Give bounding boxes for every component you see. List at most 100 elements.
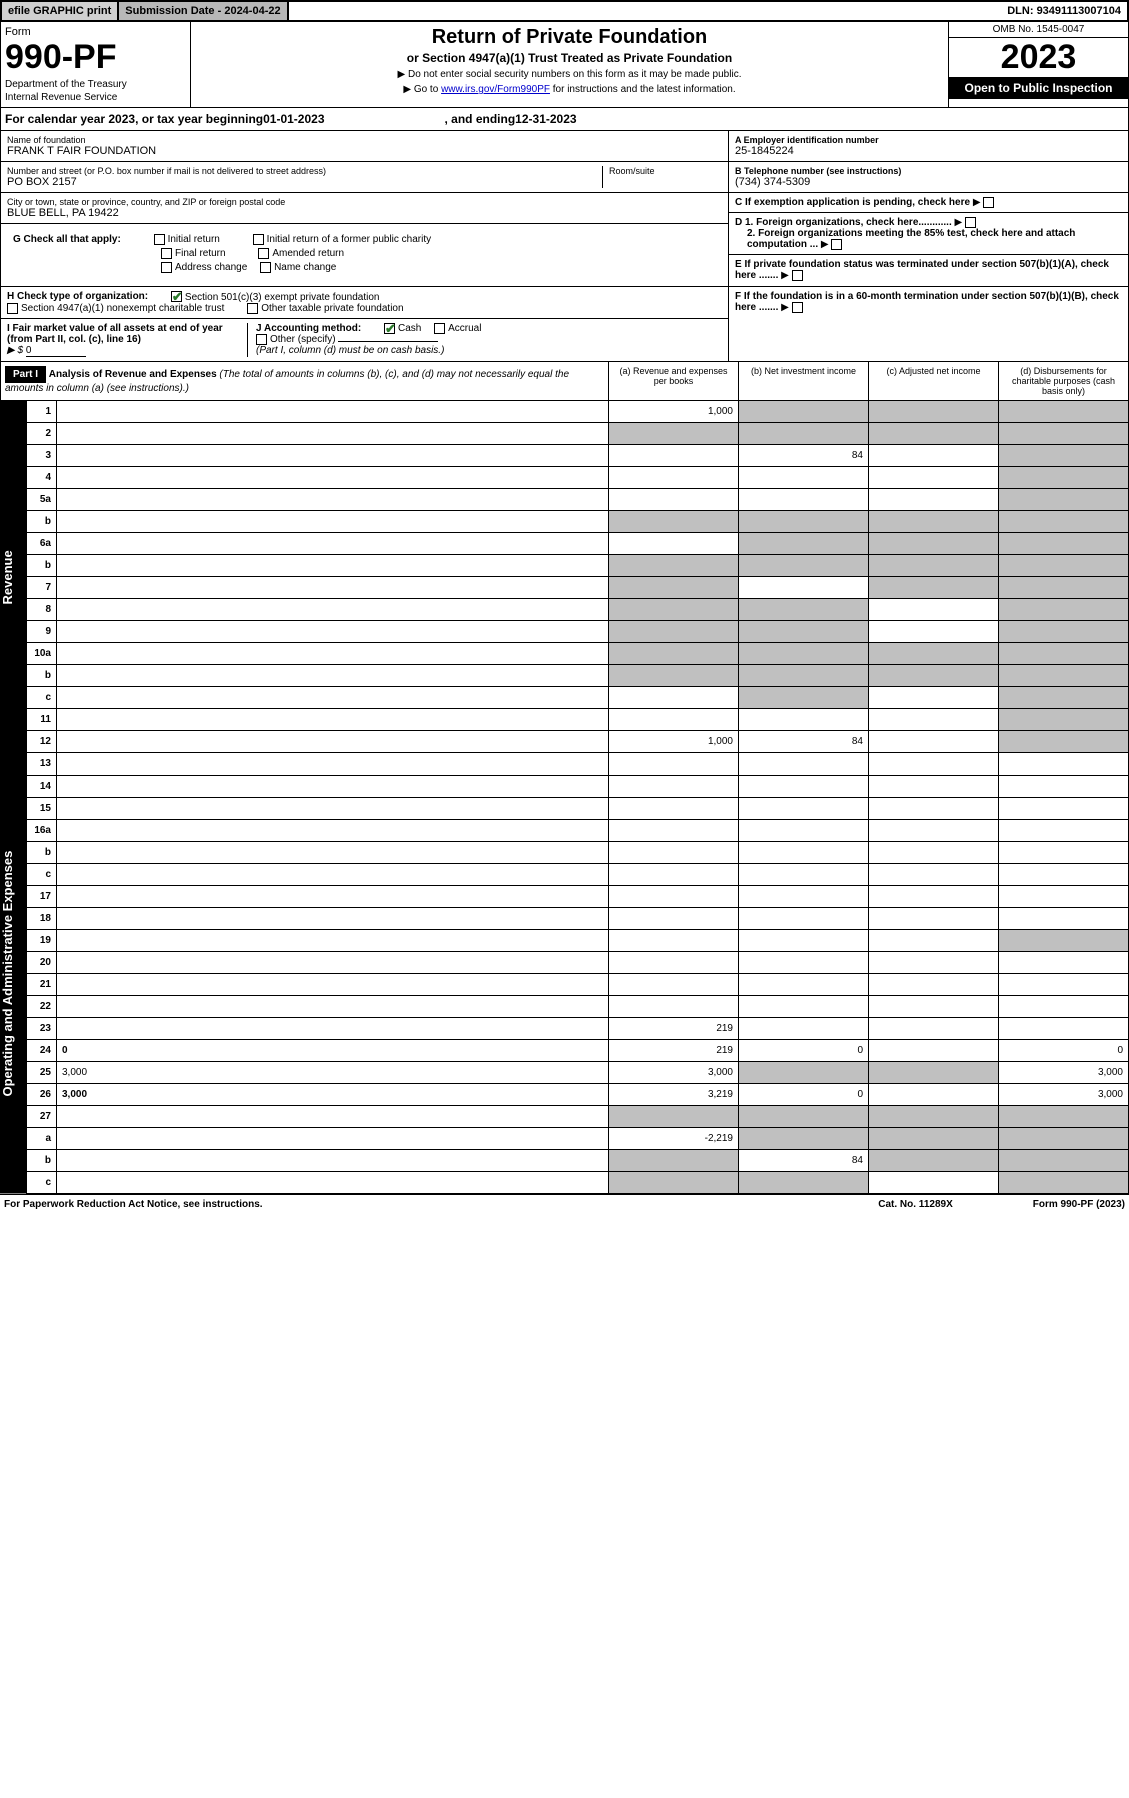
line-number: 16a	[27, 819, 57, 841]
col-a-value: 1,000	[609, 401, 739, 423]
col-c-value	[869, 841, 999, 863]
checkbox-address-change[interactable]	[161, 262, 172, 273]
checkbox-name-change[interactable]	[260, 262, 271, 273]
cat-no: Cat. No. 11289X	[878, 1199, 952, 1210]
form-number: 990-PF	[5, 38, 186, 77]
col-b-value	[739, 995, 869, 1017]
col-d-value	[999, 1017, 1129, 1039]
col-c-value	[869, 687, 999, 709]
line-description	[57, 533, 609, 555]
col-a-value	[609, 709, 739, 731]
foundation-name-cell: Name of foundation FRANK T FAIR FOUNDATI…	[1, 131, 728, 162]
col-b-value	[739, 489, 869, 511]
col-c-value	[869, 423, 999, 445]
checkbox-d1[interactable]	[965, 217, 976, 228]
col-a-value	[609, 643, 739, 665]
line-description	[57, 819, 609, 841]
line-description	[57, 445, 609, 467]
year-begin: 01-01-2023	[263, 112, 324, 126]
col-d-value	[999, 1127, 1129, 1149]
form-title-block: Return of Private Foundation or Section …	[191, 22, 948, 107]
section-d: D 1. Foreign organizations, check here..…	[729, 213, 1128, 255]
checkbox-other-method[interactable]	[256, 334, 267, 345]
line-number: 27	[27, 1105, 57, 1127]
table-row: 18	[27, 907, 1129, 929]
col-a-value	[609, 841, 739, 863]
col-c-value	[869, 929, 999, 951]
line-number: 26	[27, 1083, 57, 1105]
col-c-value	[869, 533, 999, 555]
col-c-value	[869, 1039, 999, 1061]
checkbox-f[interactable]	[792, 302, 803, 313]
col-b-value	[739, 643, 869, 665]
checkbox-cash[interactable]	[384, 323, 395, 334]
checkbox-c[interactable]	[983, 197, 994, 208]
col-a-value	[609, 599, 739, 621]
col-a-value	[609, 775, 739, 797]
col-b-value	[739, 863, 869, 885]
col-c-value	[869, 577, 999, 599]
col-c-value	[869, 467, 999, 489]
col-c-value	[869, 819, 999, 841]
expenses-label: Operating and Administrative Expenses	[0, 753, 26, 1194]
col-d-value	[999, 467, 1129, 489]
section-h: H Check type of organization: Section 50…	[1, 287, 728, 318]
col-d-value	[999, 511, 1129, 533]
line-number: 14	[27, 775, 57, 797]
line-number: c	[27, 863, 57, 885]
checkbox-accrual[interactable]	[434, 323, 445, 334]
col-c-header: (c) Adjusted net income	[868, 362, 998, 400]
table-row: b	[27, 511, 1129, 533]
col-b-value: 84	[739, 445, 869, 467]
checkbox-final-return[interactable]	[161, 248, 172, 259]
col-a-value	[609, 1171, 739, 1193]
col-d-value	[999, 489, 1129, 511]
section-f: F If the foundation is in a 60-month ter…	[729, 287, 1128, 317]
line-description	[57, 709, 609, 731]
checkbox-initial-return[interactable]	[154, 234, 165, 245]
col-d-value	[999, 885, 1129, 907]
line-number: 15	[27, 797, 57, 819]
checkbox-e[interactable]	[792, 270, 803, 281]
col-c-value	[869, 1149, 999, 1171]
table-row: 7	[27, 577, 1129, 599]
col-b-value	[739, 775, 869, 797]
section-i-j: I Fair market value of all assets at end…	[1, 319, 728, 361]
col-a-value	[609, 533, 739, 555]
line-description	[57, 995, 609, 1017]
col-b-value	[739, 973, 869, 995]
col-b-value	[739, 423, 869, 445]
revenue-label: Revenue	[0, 401, 26, 754]
line-description	[57, 577, 609, 599]
checkbox-initial-former[interactable]	[253, 234, 264, 245]
line-description	[57, 797, 609, 819]
ein-value: 25-1845224	[735, 145, 1122, 157]
omb-number: OMB No. 1545-0047	[949, 22, 1128, 38]
table-row: 24021900	[27, 1039, 1129, 1061]
form-ref: Form 990-PF (2023)	[1033, 1199, 1125, 1210]
line-number: 7	[27, 577, 57, 599]
col-b-value	[739, 1061, 869, 1083]
irs-link[interactable]: www.irs.gov/Form990PF	[441, 84, 550, 95]
checkbox-501c3[interactable]	[171, 291, 182, 302]
checkbox-amended[interactable]	[258, 248, 269, 259]
table-row: 16a	[27, 819, 1129, 841]
col-d-value	[999, 577, 1129, 599]
checkbox-4947[interactable]	[7, 303, 18, 314]
line-number: 1	[27, 401, 57, 423]
col-b-value	[739, 819, 869, 841]
col-a-value: 3,000	[609, 1061, 739, 1083]
table-row: 13	[27, 753, 1129, 775]
col-a-value	[609, 1105, 739, 1127]
line-number: 6a	[27, 533, 57, 555]
col-d-value: 3,000	[999, 1061, 1129, 1083]
col-b-value	[739, 665, 869, 687]
col-c-value	[869, 445, 999, 467]
col-b-value	[739, 467, 869, 489]
address-cell: Number and street (or P.O. box number if…	[1, 162, 728, 193]
col-c-value	[869, 643, 999, 665]
checkbox-d2[interactable]	[831, 239, 842, 250]
checkbox-other-taxable[interactable]	[247, 303, 258, 314]
table-row: b	[27, 841, 1129, 863]
line-number: b	[27, 511, 57, 533]
